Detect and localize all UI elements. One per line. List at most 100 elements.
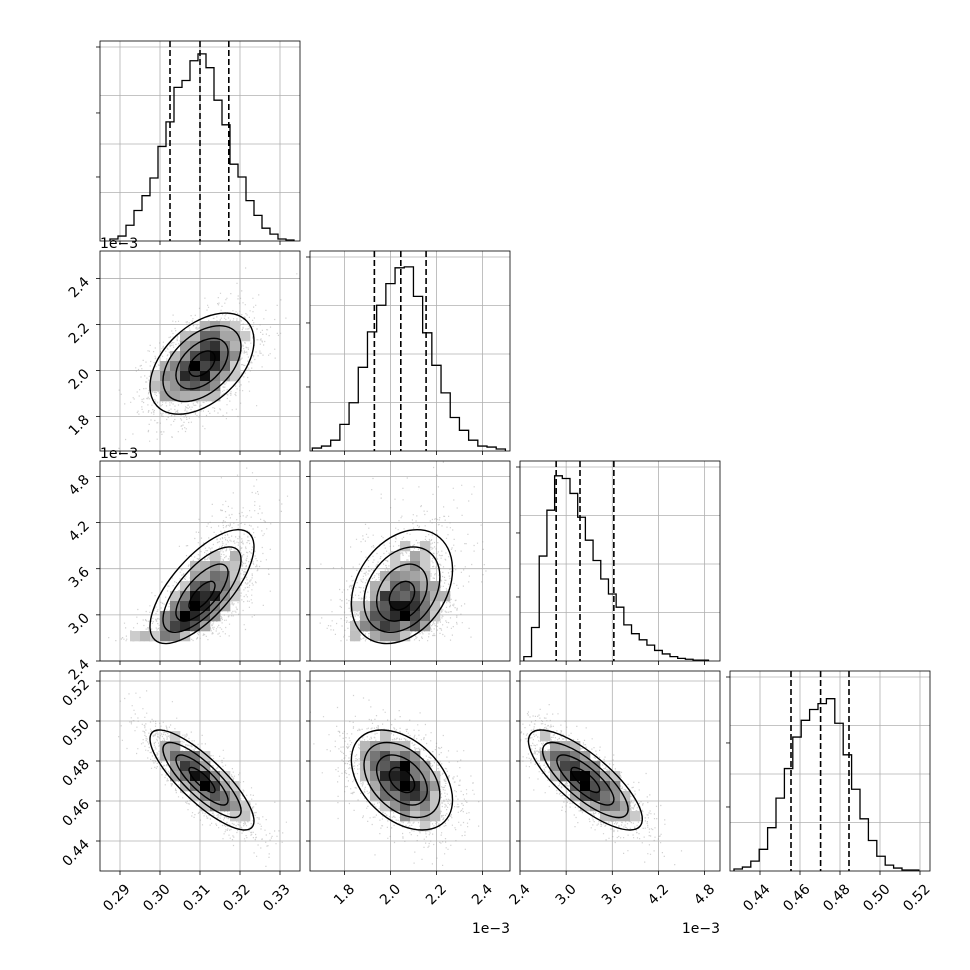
density-cell [570,771,581,782]
density-cell [400,621,411,632]
density-cell [560,751,571,762]
density-cell [370,761,381,772]
density-cell [410,771,421,782]
density-cell [400,581,411,592]
density-cell [420,761,431,772]
density-cell [160,381,171,392]
density-cell [380,771,391,782]
x-tick-label: 0.31 [180,881,213,914]
density-cell [380,571,391,582]
density-cell [140,631,151,642]
density-cell [180,331,191,342]
density-cell [620,791,631,802]
density-cell [360,621,371,632]
density-cell [430,591,441,602]
density-cell [200,601,211,612]
density-cell [190,621,201,632]
density-cell [410,571,421,582]
density-cell [400,591,411,602]
density-cell [610,801,621,812]
density-cell [220,801,231,812]
density-cell [230,571,241,582]
density-cell [200,591,211,602]
density-cell [430,601,441,612]
x-tick-label: 0.46 [780,881,813,914]
density-cell [160,751,171,762]
density-cell [180,361,191,372]
density-cell [390,611,401,622]
density-cell [600,801,611,812]
density-cell [180,591,191,602]
density-cell [350,631,361,642]
scatter-panel-p2-p4 [306,670,511,875]
density-cell [410,591,421,602]
contour-line [350,729,454,831]
x-tick-label: 2.2 [423,881,450,908]
density-cell [390,771,401,782]
density-cell [370,791,381,802]
density-cell [170,591,181,602]
density-cell [220,581,231,592]
density-cell [380,741,391,752]
density-cell [420,621,431,632]
density-cell [200,561,211,572]
contour-line [375,563,428,622]
density-cell [550,741,561,752]
density-cell [210,361,221,372]
density-cell [180,351,191,362]
density-cell [190,761,201,772]
density-cell [390,791,401,802]
density-cell [590,771,601,782]
density-cell [210,371,221,382]
density-cell [590,761,601,772]
density-cell [580,801,591,812]
x-tick-label: 0.50 [860,881,893,914]
histogram-panel-p2 [306,250,511,455]
density-cell [160,611,171,622]
scatter-panel-p1-p3 [96,460,301,665]
density-cell [380,611,391,622]
density-cell [400,801,411,812]
x-tick-label: 0.44 [740,881,773,914]
density-cell [550,761,561,772]
density-cell [150,631,161,642]
density-cell [540,751,551,762]
density-cell [160,371,171,382]
contour-line [375,754,428,806]
density-cell [170,381,181,392]
density-cell [580,771,591,782]
density-cell [210,791,221,802]
density-cell [420,551,431,562]
density-cell [230,801,241,812]
scatter-panel-p2-p3 [306,460,511,665]
density-cell [570,751,581,762]
density-cell [380,781,391,792]
density-cell [180,761,191,772]
density-cell [190,361,201,372]
density-cell [410,801,421,812]
density-cell [210,591,221,602]
density-cell [400,761,411,772]
density-cell [420,571,431,582]
density-cell [570,761,581,772]
density-cell [630,811,641,822]
density-cell [420,561,431,572]
density-cell [200,751,211,762]
density-cell [410,621,421,632]
density-cell [390,761,401,772]
density-cell [380,631,391,642]
density-cell [220,371,231,382]
density-cell [400,601,411,612]
density-cell [230,561,241,572]
density-cell [230,371,241,382]
density-cell [200,371,211,382]
density-cell [200,781,211,792]
density-cell [420,601,431,612]
density-cell [370,591,381,602]
density-cell [400,571,411,582]
density-cell [390,751,401,762]
density-cell [410,751,421,762]
density-cell [230,591,241,602]
density-cell [180,621,191,632]
density-cell [160,361,171,372]
